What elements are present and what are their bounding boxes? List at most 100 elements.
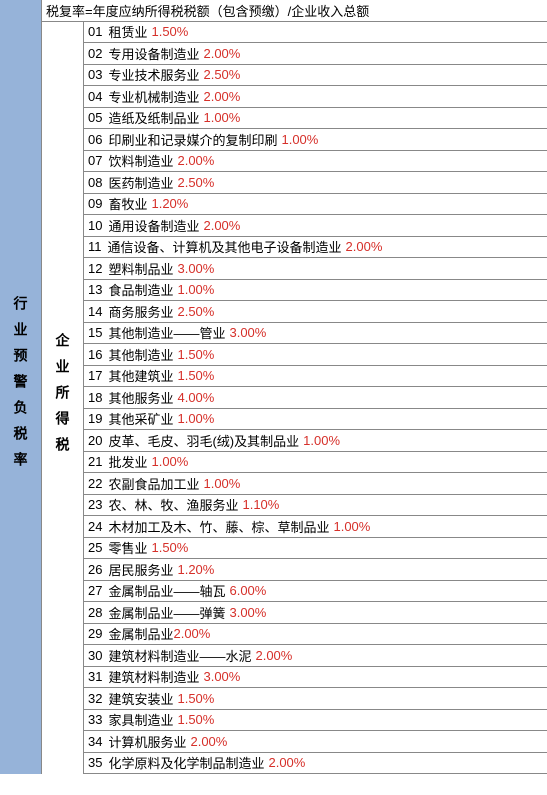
row-number: 14 [88, 304, 102, 319]
row-label: 租赁业 [108, 22, 147, 41]
row-number: 26 [88, 562, 102, 577]
table-row: 01 租赁业 1.50% [84, 22, 547, 44]
row-label: 金属制品业——弹簧 [108, 603, 225, 622]
row-rate: 2.00% [203, 46, 240, 61]
row-rate: 1.00% [177, 282, 214, 297]
row-rate: 2.50% [203, 67, 240, 82]
row-label: 塑料制品业 [108, 259, 173, 278]
row-label: 饮料制造业 [108, 151, 173, 170]
row-number: 19 [88, 411, 102, 426]
row-label: 金属制品业 [108, 624, 173, 643]
row-label: 建筑材料制造业 [108, 667, 199, 686]
table-container: 行业预警负税率 税复率=年度应纳所得税税额（包含预缴）/企业收入总额 企业所得税… [0, 0, 547, 774]
table-row: 29金属制品业2.00% [84, 624, 547, 646]
row-rate: 2.00% [190, 734, 227, 749]
row-number: 34 [88, 734, 102, 749]
row-number: 01 [88, 24, 102, 39]
row-rate: 2.00% [203, 89, 240, 104]
table-row: 10通用设备制造业2.00% [84, 215, 547, 237]
row-label: 计算机服务业 [108, 732, 186, 751]
table-row: 15 其他制造业——管业 3.00% [84, 323, 547, 345]
row-number: 32 [88, 691, 102, 706]
row-label: 其他制造业——管业 [108, 323, 225, 342]
row-rate: 1.50% [177, 347, 214, 362]
row-rate: 3.00% [203, 669, 240, 684]
row-number: 22 [88, 476, 102, 491]
row-number: 09 [88, 196, 102, 211]
row-rate: 1.00% [203, 110, 240, 125]
row-rate: 1.50% [151, 24, 188, 39]
row-number: 10 [88, 218, 102, 233]
row-rate: 2.00% [268, 755, 305, 770]
table-row: 21批发业1.00% [84, 452, 547, 474]
row-rate: 1.00% [281, 132, 318, 147]
table-row: 30建筑材料制造业——水泥2.00% [84, 645, 547, 667]
row-number: 25 [88, 540, 102, 555]
data-rows: 01租赁业1.50%02专用设备制造业2.00%03专业技术服务业2.50%04… [84, 22, 547, 775]
row-number: 21 [88, 454, 102, 469]
row-rate: 1.00% [177, 411, 214, 426]
row-rate: 3.00% [229, 605, 266, 620]
table-row: 32建筑安装业1.50% [84, 688, 547, 710]
table-row: 02 专用设备制造业 2.00% [84, 43, 547, 65]
row-rate: 1.50% [177, 712, 214, 727]
table-row: 23农、林、牧、渔服务业1.10% [84, 495, 547, 517]
table-row: 31建筑材料制造业3.00% [84, 667, 547, 689]
row-number: 30 [88, 648, 102, 663]
row-number: 15 [88, 325, 102, 340]
row-rate: 1.00% [203, 476, 240, 491]
row-label: 其他服务业 [108, 388, 173, 407]
row-label: 专用设备制造业 [108, 44, 199, 63]
table-row: 07饮料制造业2.00% [84, 151, 547, 173]
row-label: 医药制造业 [108, 173, 173, 192]
row-number: 02 [88, 46, 102, 61]
body-section: 企业所得税 01 租赁业 1.50% 02 专用设备制造业 2.00% 03专业技术服务业2… [42, 22, 547, 775]
row-label: 居民服务业 [108, 560, 173, 579]
table-row: 04 专业机械制造业 2.00% [84, 86, 547, 108]
table-row: 20皮革、毛皮、羽毛(绒)及其制品业1.00% [84, 430, 547, 452]
left-category-column: 行业预警负税率 [0, 0, 42, 774]
row-number: 12 [88, 261, 102, 276]
table-row: 35化学原料及化学制品制造业2.00% [84, 753, 547, 775]
table-row: 17其他建筑业1.50% [84, 366, 547, 388]
row-number: 03 [88, 67, 102, 82]
row-number: 08 [88, 175, 102, 190]
row-label: 印刷业和记录媒介的复制印刷 [108, 130, 277, 149]
row-rate: 4.00% [177, 390, 214, 405]
row-label: 金属制品业——轴瓦 [108, 581, 225, 600]
table-row: 11通信设备、计算机及其他电子设备制造业2.00% [84, 237, 547, 259]
row-rate: 2.00% [173, 626, 210, 641]
row-number: 35 [88, 755, 102, 770]
table-row: 19其他采矿业1.00% [84, 409, 547, 431]
row-label: 建筑材料制造业——水泥 [108, 646, 251, 665]
table-row: 08医药制造业2.50% [84, 172, 547, 194]
row-label: 其他建筑业 [108, 366, 173, 385]
row-label: 建筑安装业 [108, 689, 173, 708]
table-row: 16其他制造业1.50% [84, 344, 547, 366]
row-label: 农副食品加工业 [108, 474, 199, 493]
row-number: 33 [88, 712, 102, 727]
row-label: 其他制造业 [108, 345, 173, 364]
table-row: 06印刷业和记录媒介的复制印刷1.00% [84, 129, 547, 151]
table-row: 05造纸及纸制品业1.00% [84, 108, 547, 130]
row-label: 农、林、牧、渔服务业 [108, 495, 238, 514]
table-row: 03专业技术服务业2.50% [84, 65, 547, 87]
table-row: 14商务服务业2.50% [84, 301, 547, 323]
row-number: 11 [88, 239, 102, 254]
table-row: 22 农副食品加工业 1.00% [84, 473, 547, 495]
row-rate: 2.00% [346, 239, 383, 254]
row-label: 商务服务业 [108, 302, 173, 321]
row-number: 13 [88, 282, 102, 297]
table-row: 18其他服务业4.00% [84, 387, 547, 409]
row-rate: 3.00% [229, 325, 266, 340]
mid-category-label: 企业所得税 [53, 333, 73, 463]
row-label: 专业机械制造业 [108, 87, 199, 106]
row-label: 通用设备制造业 [108, 216, 199, 235]
table-row: 26居民服务业1.20% [84, 559, 547, 581]
formula-header: 税复率=年度应纳所得税税额（包含预缴）/企业收入总额 [42, 0, 547, 22]
table-row: 12塑料制品业3.00% [84, 258, 547, 280]
row-number: 04 [88, 89, 102, 104]
row-label: 木材加工及木、竹、藤、棕、草制品业 [108, 517, 329, 536]
row-rate: 1.20% [151, 196, 188, 211]
left-category-label: 行业预警负税率 [11, 296, 31, 478]
